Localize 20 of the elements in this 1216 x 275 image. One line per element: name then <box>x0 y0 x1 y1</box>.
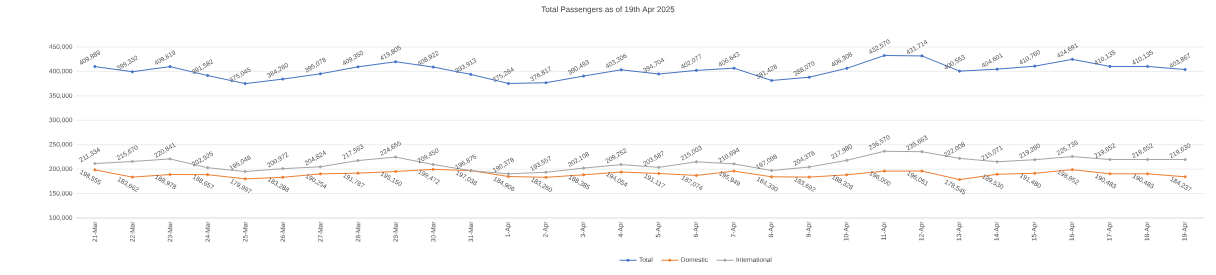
point <box>1070 57 1074 61</box>
point <box>1033 64 1037 68</box>
point <box>882 53 886 58</box>
point <box>995 67 999 71</box>
point <box>732 66 736 70</box>
chart-title: Total Passengers as of 19th Apr 2025 <box>541 6 675 14</box>
point <box>431 65 435 69</box>
point <box>1033 158 1037 162</box>
point <box>243 82 247 86</box>
point <box>920 54 924 58</box>
point <box>619 163 623 167</box>
point <box>957 69 962 73</box>
point <box>394 60 398 64</box>
point <box>694 68 698 73</box>
point <box>130 70 135 74</box>
point <box>845 66 849 70</box>
point <box>356 65 360 69</box>
point <box>544 81 548 85</box>
point <box>619 68 623 72</box>
point <box>168 65 172 69</box>
